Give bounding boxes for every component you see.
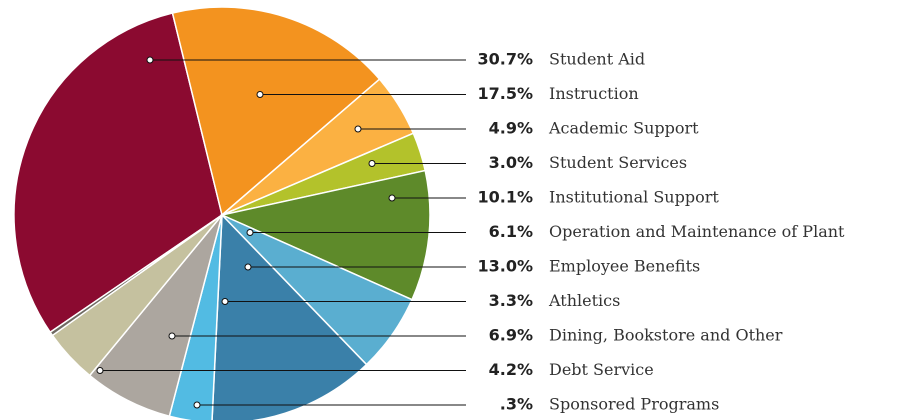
value-label: 13.0% (477, 257, 533, 276)
value-label: 6.9% (489, 326, 533, 345)
leader-dot (388, 194, 396, 202)
legend-label: Dining, Bookstore and Other (549, 326, 783, 345)
value-label: 4.9% (489, 119, 533, 138)
leader-dot (244, 263, 252, 271)
legend-label: Debt Service (549, 360, 654, 379)
value-label: 30.7% (477, 50, 533, 69)
legend-label: Institutional Support (549, 188, 719, 207)
pie-slice (49, 214, 223, 337)
legend-label: Academic Support (548, 119, 699, 138)
leader-dot (193, 401, 201, 409)
leader-dot (368, 160, 376, 167)
leader-dot (221, 298, 229, 305)
value-label: 6.1% (489, 222, 533, 241)
legend-label: Student Aid (549, 50, 645, 69)
value-label: 3.0% (489, 153, 533, 172)
legend-label: Employee Benefits (549, 257, 700, 276)
value-label: 10.1% (477, 188, 533, 207)
legend-label: Instruction (549, 84, 639, 103)
leader-dot (96, 367, 104, 374)
value-label: .3% (500, 395, 533, 414)
value-label: 3.3% (489, 291, 533, 310)
legend-label: Athletics (548, 291, 620, 310)
pie-slice (171, 6, 381, 217)
leader-dot (146, 56, 154, 64)
leader-dot (256, 91, 264, 98)
legend-label: Sponsored Programs (549, 395, 719, 414)
leader-dot (246, 229, 254, 236)
leader-dot (354, 125, 362, 133)
value-label: 17.5% (477, 84, 533, 103)
pie-slice (13, 12, 223, 334)
legend-label: Student Services (549, 153, 687, 172)
legend-label: Operation and Maintenance of Plant (549, 222, 845, 241)
value-label: 4.2% (489, 360, 533, 379)
leader-dot (168, 332, 176, 340)
